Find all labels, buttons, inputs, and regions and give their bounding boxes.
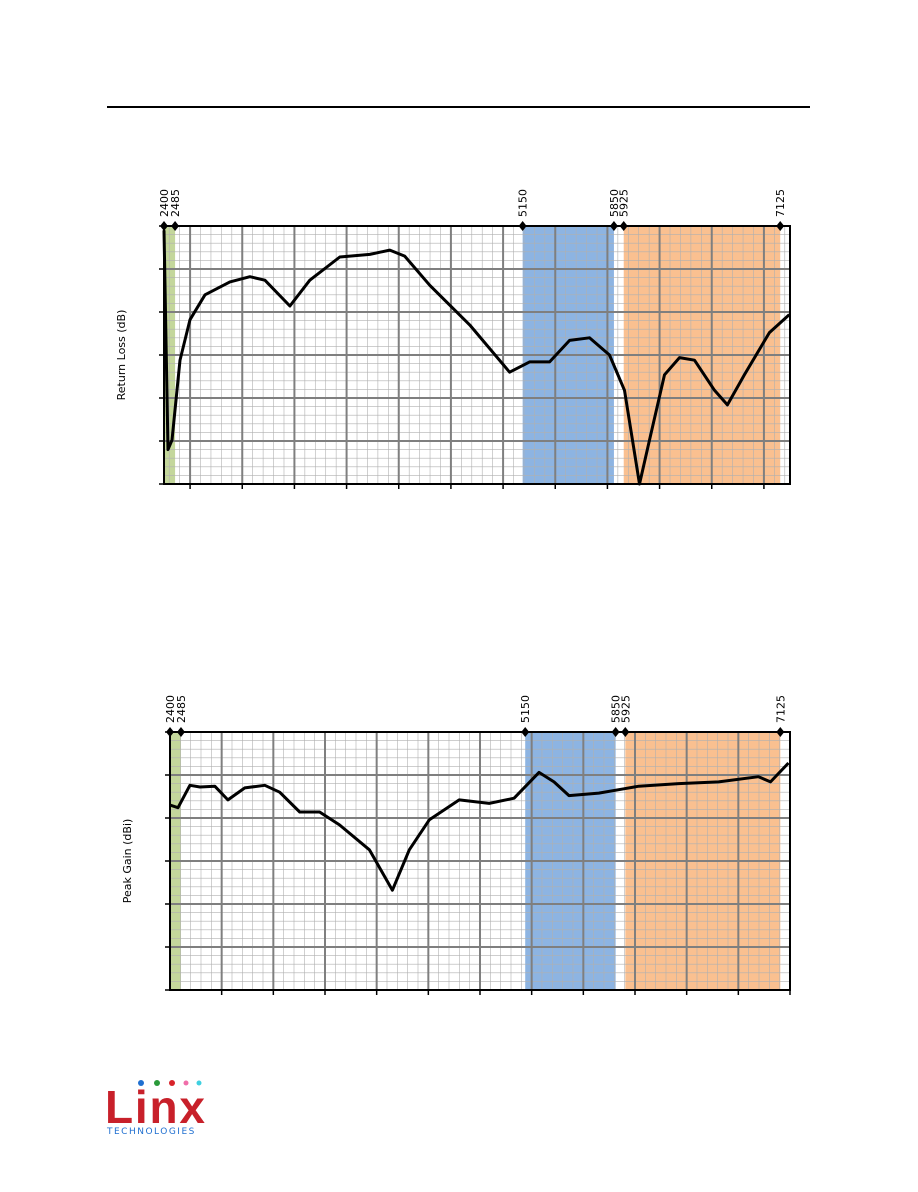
logo-dot: [196, 1080, 202, 1086]
plot-frame: [163, 225, 791, 485]
band-marker: [611, 727, 620, 737]
logo-tagline: TECHNOLOGIES: [106, 1127, 196, 1137]
band-marker: [521, 727, 530, 737]
logo-dot: [138, 1080, 144, 1086]
logo-name: Linx: [105, 1081, 205, 1133]
band-marker-label: 5925: [619, 695, 632, 723]
band-marker-label: 2400: [158, 189, 171, 217]
band-marker-label: 5850: [608, 189, 621, 217]
logo-dot: [154, 1080, 160, 1086]
band-marker-label: 5850: [610, 695, 623, 723]
data-line: [162, 230, 791, 486]
band-marker: [621, 727, 630, 737]
plot-frame: [169, 731, 791, 991]
band-marker-label: 2485: [169, 189, 182, 217]
band-marker: [171, 221, 180, 231]
data-line: [169, 761, 790, 892]
band-marker: [776, 221, 785, 231]
band-marker-label: 2400: [164, 695, 177, 723]
y-axis-label: Return Loss (dB): [115, 310, 128, 401]
band-marker: [160, 221, 168, 231]
band-marker-label: 7125: [774, 189, 787, 217]
band-marker-label: 7125: [774, 695, 787, 723]
band-marker: [619, 221, 628, 231]
band-marker-label: 5150: [517, 189, 530, 217]
band-marker-label: 5925: [618, 189, 631, 217]
band-marker: [518, 221, 527, 231]
logo: Linx TECHNOLOGIES: [105, 1080, 205, 1137]
band-marker: [176, 727, 185, 737]
band-marker-label: 2485: [175, 695, 188, 723]
band-marker: [166, 727, 174, 737]
y-axis-label: Peak Gain (dBi): [121, 819, 134, 904]
band-marker-label: 5150: [519, 695, 532, 723]
band-marker: [776, 727, 785, 737]
band-marker: [609, 221, 618, 231]
logo-dot: [169, 1080, 175, 1086]
logo-dot: [183, 1080, 189, 1086]
